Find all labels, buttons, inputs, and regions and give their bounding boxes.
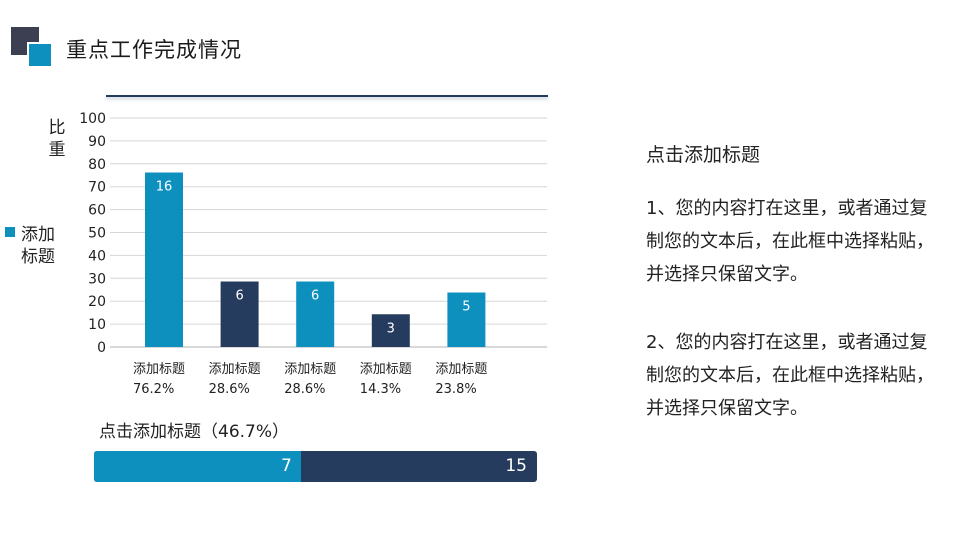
bar: [145, 172, 183, 347]
title-divider: [106, 95, 548, 97]
y-tick-label: 70: [88, 180, 106, 196]
x-category-percent: 28.6%: [209, 382, 250, 397]
x-axis-labels: 添加标题 76.2% 添加标题 28.6% 添加标题 28.6% 添加标题 14.3% 添加标题…: [133, 362, 487, 397]
y-axis-label-char: 重: [49, 140, 66, 160]
side-title: 点击添加标题: [646, 144, 761, 166]
y-tick-label: 40: [88, 248, 106, 264]
progress-value: 7: [281, 456, 292, 476]
x-category-label: 添加标题: [209, 362, 261, 377]
y-tick-label: 60: [88, 203, 106, 219]
y-axis-label: 比重: [49, 118, 66, 160]
legend-label: 添加: [21, 225, 55, 245]
bar-data-label: 6: [235, 289, 243, 304]
y-tick-label: 10: [88, 317, 106, 333]
bar-data-label: 6: [311, 289, 319, 304]
y-axis-label-char: 比: [49, 118, 66, 138]
progress-total: 15: [505, 456, 527, 476]
progress-track: 7 15: [94, 451, 537, 482]
bar-data-label: 5: [462, 299, 470, 314]
bar: [447, 292, 486, 347]
bar: [220, 281, 259, 347]
y-tick-label: 0: [97, 340, 106, 356]
page-title: 重点工作完成情况: [66, 38, 242, 62]
x-category-percent: 23.8%: [435, 382, 476, 397]
y-axis-ticks: 0 10 20 30 40 50 60 70 80 90 100: [79, 111, 106, 356]
bar: [296, 281, 335, 347]
legend-label: 标题: [21, 247, 55, 267]
legend-swatch: [5, 227, 15, 237]
progress-fill: 7: [94, 451, 301, 482]
x-category-percent: 76.2%: [133, 382, 174, 397]
x-category-label: 添加标题: [284, 362, 336, 377]
side-paragraph-1: 1、您的内容打在这里，或者通过复制您的文本后，在此框中选择粘贴，并选择只保留文字…: [646, 198, 934, 285]
y-tick-label: 30: [88, 271, 106, 287]
chart-legend: 添加标题: [5, 225, 55, 267]
side-paragraph-2: 2、您的内容打在这里，或者通过复制您的文本后，在此框中选择粘贴，并选择只保留文字…: [646, 332, 934, 419]
x-category-label: 添加标题: [133, 362, 185, 377]
bar: [371, 314, 410, 347]
x-category-percent: 28.6%: [284, 382, 325, 397]
y-tick-label: 90: [88, 134, 106, 150]
x-category-label: 添加标题: [360, 362, 412, 377]
y-tick-label: 80: [88, 157, 106, 173]
progress-title: 点击添加标题（46.7%）: [99, 422, 290, 442]
bar-data-label: 16: [156, 180, 173, 195]
logo-square-blue: [27, 42, 53, 68]
y-tick-label: 20: [88, 294, 106, 310]
x-category-label: 添加标题: [435, 362, 487, 377]
y-tick-label: 50: [88, 226, 106, 242]
y-tick-label: 100: [79, 111, 106, 127]
x-category-percent: 14.3%: [360, 382, 401, 397]
chart-bars: 16 6 6 3 5: [145, 172, 486, 347]
bar-data-label: 3: [387, 321, 395, 336]
